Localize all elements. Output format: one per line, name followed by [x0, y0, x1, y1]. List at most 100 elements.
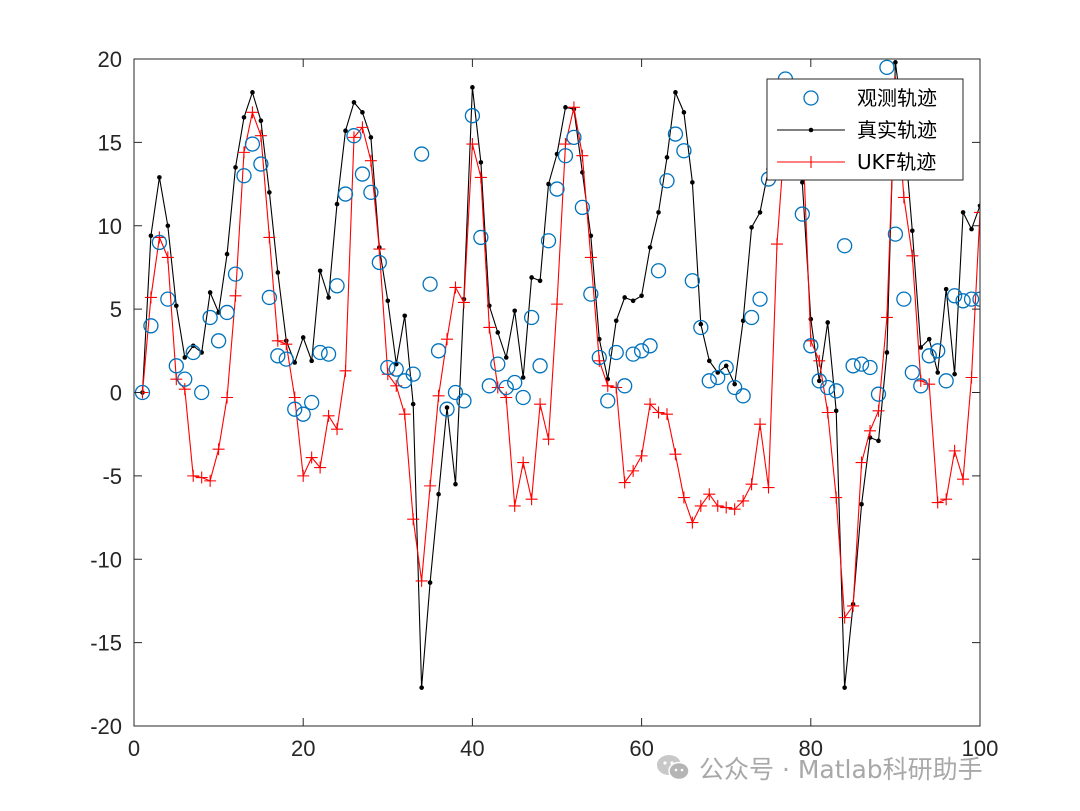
ukf-trajectory-point — [821, 406, 834, 419]
true-trajectory-point — [884, 350, 890, 355]
series-2 — [136, 76, 980, 624]
ukf-trajectory-point — [331, 423, 344, 436]
observation-point — [693, 319, 709, 336]
legend-marker-plus — [805, 156, 817, 168]
true-trajectory-point — [148, 233, 154, 239]
ukf-trajectory-point — [508, 499, 521, 512]
observation-point — [828, 383, 844, 399]
ukf-trajectory-point — [305, 451, 318, 464]
ukf-trajectory-point — [457, 296, 470, 309]
x-tick-label: 40 — [460, 736, 484, 761]
observation-point — [253, 156, 269, 172]
true-trajectory-point — [910, 228, 915, 234]
observation-point — [803, 338, 819, 354]
x-tick-label: 100 — [962, 736, 999, 761]
true-trajectory-point — [690, 180, 695, 185]
observation-point — [456, 393, 472, 409]
ukf-trajectory-point — [601, 379, 614, 392]
true-trajectory-point — [723, 363, 729, 369]
observation-point — [549, 181, 565, 197]
true-trajectory-point — [605, 376, 611, 382]
ukf-trajectory-point — [517, 456, 530, 469]
ukf-trajectory-point — [187, 469, 200, 482]
true-trajectory-point — [495, 330, 501, 335]
true-trajectory-point — [706, 358, 712, 364]
ukf-trajectory-point — [770, 238, 783, 251]
y-tick-label: 10 — [98, 214, 122, 239]
observation-point — [320, 346, 337, 362]
ukf-trajectory-point — [948, 444, 961, 457]
legend-marker-dot — [808, 127, 814, 133]
true-trajectory-point — [935, 370, 940, 375]
observation-point — [202, 309, 218, 326]
y-tick-label: 5 — [110, 297, 122, 322]
observation-point — [583, 286, 599, 302]
legend-label: UKF轨迹 — [857, 150, 936, 174]
y-tick-label: -20 — [90, 714, 122, 739]
true-trajectory-point — [876, 438, 881, 444]
ukf-trajectory-point — [677, 491, 690, 504]
ukf-trajectory-point — [855, 456, 868, 469]
y-tick-label: 0 — [110, 381, 122, 406]
observation-point — [913, 378, 929, 394]
true-trajectory-point — [317, 268, 323, 274]
ukf-trajectory-point — [483, 321, 496, 334]
observation-point — [930, 343, 946, 359]
true-trajectory-point — [732, 381, 737, 387]
ukf-trajectory-point — [195, 471, 208, 484]
true-trajectory-point — [165, 223, 171, 229]
observation-point — [617, 378, 633, 394]
ukf-trajectory-point — [441, 333, 454, 346]
ukf-trajectory-point — [974, 206, 980, 219]
ukf-trajectory-point — [711, 499, 724, 512]
observation-point — [659, 173, 675, 189]
observation-point — [295, 406, 311, 422]
true-trajectory-point — [977, 203, 980, 209]
observation-point — [490, 356, 506, 372]
observation-point — [820, 379, 836, 396]
true-trajectory-point — [402, 313, 408, 319]
ukf-trajectory-point — [466, 138, 479, 151]
ukf-trajectory-point — [610, 381, 623, 394]
ukf-trajectory-point — [567, 101, 580, 114]
observation-point — [608, 344, 624, 361]
true-trajectory-point — [757, 210, 763, 215]
observation-point — [329, 278, 345, 294]
series-0 — [134, 59, 980, 422]
observation-point — [337, 186, 354, 202]
observation-point — [371, 254, 387, 271]
axes-layer: 0 20 40 60 80 100 -20 -15 -10 -5 0 5 10 15 20 — [90, 47, 998, 761]
observation-point — [718, 359, 734, 376]
true-trajectory-point — [503, 355, 509, 360]
true-trajectory-point — [563, 105, 568, 110]
true-trajectory-point — [326, 295, 331, 300]
ukf-trajectory-point — [872, 404, 885, 417]
ukf-trajectory-point — [559, 138, 572, 151]
x-tick-label: 60 — [629, 736, 653, 761]
true-trajectory-point — [918, 345, 924, 350]
ukf-trajectory-point — [474, 171, 487, 184]
observation-point — [642, 338, 658, 354]
observation-point — [464, 108, 481, 124]
true-trajectory-point — [207, 290, 213, 295]
ukf-trajectory-point — [322, 409, 335, 422]
true-trajectory-point — [681, 110, 687, 115]
true-trajectory-point — [182, 355, 188, 360]
ukf-trajectory-point — [940, 493, 953, 506]
true-trajectory-point — [427, 580, 433, 585]
observation-point — [363, 184, 379, 201]
ukf-trajectory-point — [314, 461, 327, 474]
observation-point — [735, 388, 751, 404]
observation-point — [194, 384, 210, 401]
true-trajectory-point — [613, 318, 619, 324]
x-tick-label: 20 — [291, 736, 315, 761]
ukf-trajectory-point — [542, 433, 555, 446]
ukf-trajectory-point — [906, 249, 919, 262]
observation-point — [380, 359, 396, 376]
observation-point — [836, 238, 853, 254]
ukf-trajectory-point — [229, 289, 242, 302]
observation-point — [870, 386, 887, 402]
ukf-trajectory-point — [525, 493, 538, 506]
true-trajectory-point — [157, 175, 162, 180]
